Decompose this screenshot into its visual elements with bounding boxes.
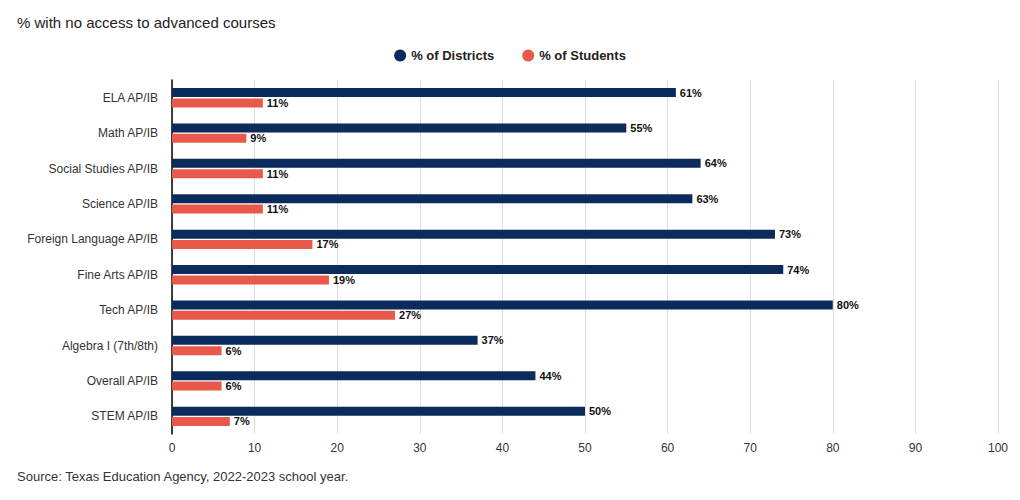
svg-text:30: 30 xyxy=(413,441,427,455)
svg-text:37%: 37% xyxy=(482,334,504,346)
svg-text:11%: 11% xyxy=(267,97,289,109)
svg-text:6%: 6% xyxy=(226,345,242,357)
svg-text:70: 70 xyxy=(744,441,758,455)
svg-text:63%: 63% xyxy=(696,193,718,205)
svg-text:% of Districts: % of Districts xyxy=(411,48,494,63)
svg-text:10: 10 xyxy=(248,441,262,455)
svg-text:Algebra I (7th/8th): Algebra I (7th/8th) xyxy=(62,339,158,353)
svg-text:50%: 50% xyxy=(589,405,611,417)
svg-text:0: 0 xyxy=(169,441,176,455)
svg-text:Tech AP/IB: Tech AP/IB xyxy=(99,303,158,317)
svg-text:% with no access to advanced c: % with no access to advanced courses xyxy=(17,14,275,31)
svg-text:44%: 44% xyxy=(539,370,561,382)
svg-text:ELA AP/IB: ELA AP/IB xyxy=(103,91,158,105)
svg-text:6%: 6% xyxy=(226,380,242,392)
svg-text:9%: 9% xyxy=(250,132,266,144)
svg-text:20: 20 xyxy=(331,441,345,455)
svg-text:19%: 19% xyxy=(333,274,355,286)
svg-text:50: 50 xyxy=(578,441,592,455)
svg-text:100: 100 xyxy=(988,441,1008,455)
svg-text:11%: 11% xyxy=(267,168,289,180)
svg-text:Math AP/IB: Math AP/IB xyxy=(98,126,158,140)
svg-text:Foreign Language AP/IB: Foreign Language AP/IB xyxy=(27,232,158,246)
svg-text:27%: 27% xyxy=(399,309,421,321)
svg-text:% of Students: % of Students xyxy=(539,48,626,63)
svg-text:64%: 64% xyxy=(705,157,727,169)
svg-text:7%: 7% xyxy=(234,415,250,427)
svg-text:73%: 73% xyxy=(779,228,801,240)
svg-text:80%: 80% xyxy=(837,299,859,311)
svg-text:Science AP/IB: Science AP/IB xyxy=(82,197,158,211)
svg-text:55%: 55% xyxy=(630,122,652,134)
svg-text:40: 40 xyxy=(496,441,510,455)
svg-text:90: 90 xyxy=(909,441,923,455)
svg-text:74%: 74% xyxy=(787,264,809,276)
svg-text:11%: 11% xyxy=(267,203,289,215)
svg-text:80: 80 xyxy=(826,441,840,455)
svg-text:STEM AP/IB: STEM AP/IB xyxy=(91,409,158,423)
svg-text:61%: 61% xyxy=(680,87,702,99)
svg-text:60: 60 xyxy=(661,441,675,455)
svg-text:Overall AP/IB: Overall AP/IB xyxy=(87,374,158,388)
svg-text:Social Studies AP/IB: Social Studies AP/IB xyxy=(49,162,158,176)
svg-text:Source: Texas Education Agency: Source: Texas Education Agency, 2022-202… xyxy=(17,469,348,484)
svg-text:Fine Arts AP/IB: Fine Arts AP/IB xyxy=(77,268,158,282)
svg-text:17%: 17% xyxy=(316,238,338,250)
